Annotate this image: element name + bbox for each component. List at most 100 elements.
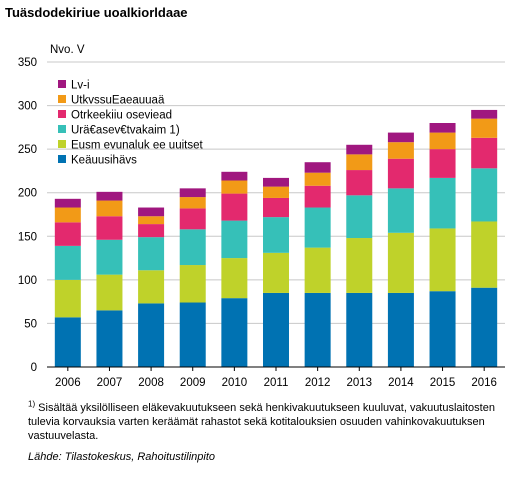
bar-segment xyxy=(179,229,206,266)
y-tick-label: 300 xyxy=(18,101,37,113)
bar-segment xyxy=(54,222,81,246)
x-tick-label: 2006 xyxy=(55,377,81,389)
legend-label: UtkvssuEaeauuaä xyxy=(71,95,165,107)
bar-segment xyxy=(387,188,414,233)
bar-segment xyxy=(179,265,206,303)
bar-segment xyxy=(429,228,456,292)
bar-segment xyxy=(54,245,81,280)
bar-segment xyxy=(346,154,373,171)
legend-swatch xyxy=(58,110,66,118)
y-tick-label: 250 xyxy=(18,144,37,156)
legend-label: Otrkeekiiu oseviead xyxy=(71,110,172,122)
bar-segment xyxy=(304,292,331,367)
x-tick-label: 2008 xyxy=(138,377,164,389)
legend-swatch xyxy=(58,125,66,133)
bar-segment xyxy=(471,109,498,119)
x-tick-label: 2016 xyxy=(471,377,497,389)
bar-segment xyxy=(304,162,331,173)
y-tick-label: 150 xyxy=(18,231,37,243)
x-tick-label: 2014 xyxy=(388,377,414,389)
bar-segment xyxy=(96,239,123,275)
bar-segment xyxy=(263,252,289,293)
bar-segment xyxy=(54,317,81,367)
bar-segment xyxy=(221,193,248,221)
bar-segment xyxy=(471,287,498,367)
bar-segment xyxy=(221,298,248,367)
bar-segment xyxy=(54,198,81,208)
bars xyxy=(54,109,498,367)
x-tick-label: 2007 xyxy=(97,377,123,389)
x-tick-label: 2012 xyxy=(305,377,331,389)
legend: Lv-i UtkvssuEaeauuaä Otrkeekiiu oseviead Ur… xyxy=(58,80,203,167)
y-tick-label: 0 xyxy=(31,362,37,374)
bar-segment xyxy=(221,180,248,194)
y-tick-label: 350 xyxy=(18,57,37,69)
bar-segment xyxy=(304,172,331,186)
legend-label: Urä€asev€tvakaim 1) xyxy=(71,125,180,137)
bar-segment xyxy=(471,137,498,169)
bar-segment xyxy=(96,274,123,311)
bar-segment xyxy=(387,158,414,189)
bar-segment xyxy=(387,232,414,293)
bar-segment xyxy=(138,224,165,238)
bar-segment xyxy=(346,238,373,293)
x-tick-label: 2011 xyxy=(264,377,289,389)
y-tick-label: 50 xyxy=(24,318,37,330)
bar-segment xyxy=(429,177,456,229)
bar-segment xyxy=(429,123,456,133)
footnote: 1) Sisältää yksilölliseen eläkevakuutuks… xyxy=(28,399,508,443)
bar-segment xyxy=(138,303,165,367)
y-tick-label: 100 xyxy=(18,275,37,287)
bar-segment xyxy=(304,247,331,293)
bar-segment xyxy=(263,177,289,187)
bar-segment xyxy=(138,270,165,304)
bar-segment xyxy=(387,142,414,159)
bar-segment xyxy=(263,292,289,367)
y-tick-label: 200 xyxy=(18,188,37,200)
bar-segment xyxy=(429,132,456,150)
bar-segment xyxy=(387,292,414,367)
bar-segment xyxy=(346,144,373,155)
bar-segment xyxy=(96,216,123,240)
x-axis-ticks: 2006 2007 2008 2009 2010 2011 2012 2013 2014 2015… xyxy=(55,367,497,389)
bar-segment xyxy=(54,279,81,318)
bar-segment xyxy=(471,221,498,288)
bar-segment xyxy=(304,207,331,248)
bar-segment xyxy=(346,292,373,367)
bar-segment xyxy=(96,310,123,367)
bar-segment xyxy=(179,208,206,230)
legend-swatch xyxy=(58,140,66,148)
bar-segment xyxy=(179,302,206,367)
bar-segment xyxy=(138,237,165,271)
bar-segment xyxy=(346,170,373,196)
bar-segment xyxy=(263,217,289,253)
legend-label: Keäuusihävs xyxy=(71,155,137,167)
bar-segment xyxy=(138,216,165,225)
x-tick-label: 2013 xyxy=(346,377,372,389)
y-axis-label: Nvo. V xyxy=(50,44,85,56)
bar-segment xyxy=(263,197,289,218)
bar-segment xyxy=(387,132,414,143)
bar-segment xyxy=(221,220,248,259)
chart-title: Tuäsdodekiriue uoalkiorldaae xyxy=(5,5,188,20)
notes: 1) Sisältää yksilölliseen eläkevakuutuks… xyxy=(28,399,508,464)
bar-segment xyxy=(429,291,456,367)
bar-segment xyxy=(304,185,331,208)
bar-segment xyxy=(96,200,123,217)
x-tick-label: 2015 xyxy=(430,377,456,389)
footnote-marker: 1) xyxy=(28,399,36,409)
footnote-text: Sisältää yksilölliseen eläkevakuutukseen… xyxy=(28,402,495,442)
legend-label: Lv-i xyxy=(71,80,90,92)
bar-segment xyxy=(221,258,248,299)
legend-swatch xyxy=(58,155,66,163)
bar-segment xyxy=(96,191,123,201)
bar-segment xyxy=(179,197,206,209)
bar-segment xyxy=(471,118,498,138)
bar-segment xyxy=(429,149,456,178)
source-note: Lähde: Tilastokeskus, Rahoitustilinpito xyxy=(28,451,216,463)
bar-segment xyxy=(54,207,81,223)
bar-segment xyxy=(263,186,289,198)
legend-label: Eusm evunaluk ee uuitset xyxy=(71,140,203,152)
bar-segment xyxy=(221,171,248,181)
